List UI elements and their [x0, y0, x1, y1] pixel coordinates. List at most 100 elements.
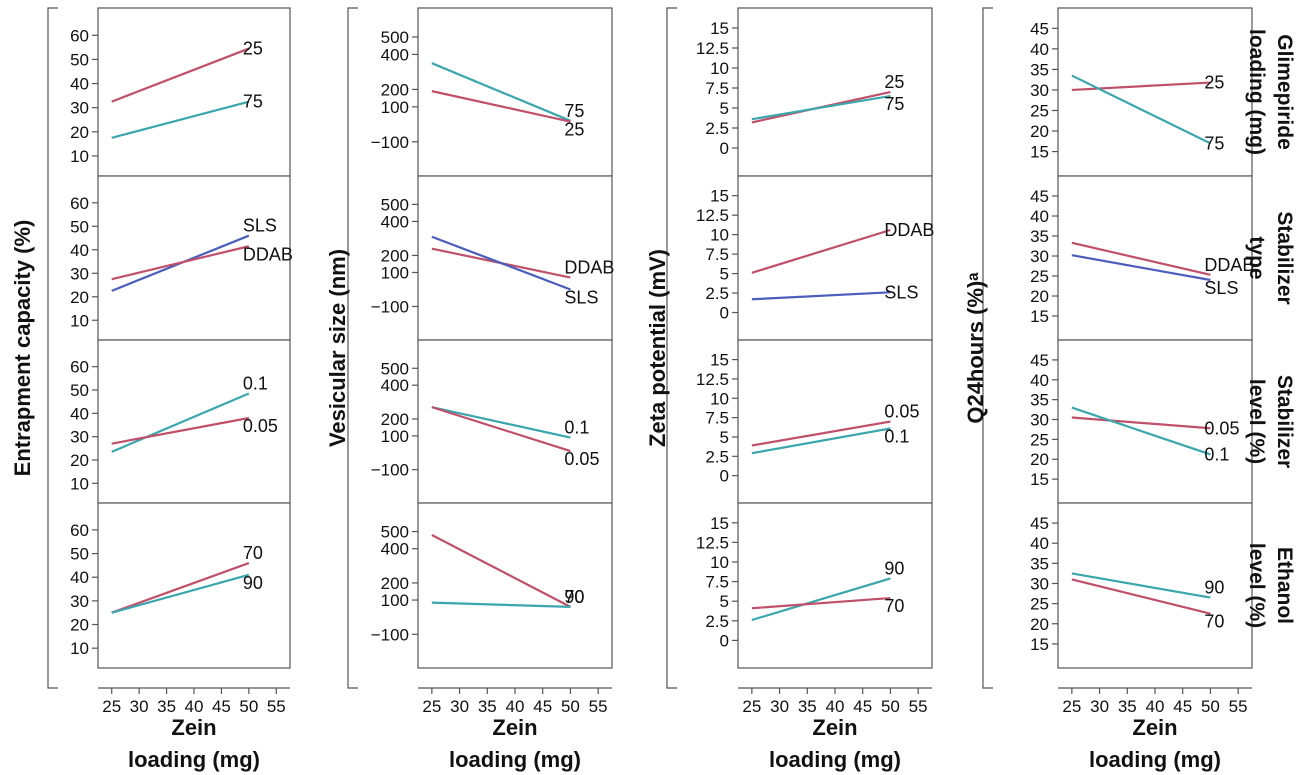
y-axis-title: Entrapment capacity (%) — [10, 220, 35, 477]
y-tick-label: 30 — [70, 428, 89, 447]
x-tick-label: 50 — [881, 697, 900, 716]
y-axis-bracket — [982, 7, 993, 689]
y-tick-label: 7.5 — [705, 245, 729, 264]
y-tick-label: 20 — [70, 123, 89, 142]
series-label: DDAB — [884, 220, 934, 240]
y-tick-label: 400 — [381, 540, 409, 559]
panel-frame — [417, 175, 613, 341]
y-tick-label: 400 — [381, 212, 409, 231]
panel-frame — [737, 175, 933, 341]
y-tick-label: 60 — [70, 26, 89, 45]
x-tick-label: 40 — [826, 697, 845, 716]
y-tick-label: 0 — [720, 139, 729, 158]
series-line-25 — [1071, 81, 1211, 92]
x-tick-label: 50 — [1201, 697, 1220, 716]
panel-frame — [417, 502, 613, 669]
x-axis-title-line1: Zein — [1132, 715, 1177, 740]
series-label: SLS — [564, 287, 598, 307]
y-tick-label: 5 — [720, 265, 729, 284]
series-line-SLS — [431, 235, 571, 291]
y-axis-title: Zeta potential (mV) — [645, 249, 670, 447]
y-tick-label: 20 — [1030, 287, 1049, 306]
y-tick-label: 10 — [710, 389, 729, 408]
y-tick-label: 40 — [70, 75, 89, 94]
panel-frame — [97, 502, 291, 669]
y-tick-label: 30 — [1030, 411, 1049, 430]
x-axis-title-line1: Zein — [171, 715, 216, 740]
y-tick-label: 50 — [70, 217, 89, 236]
x-tick-label: 30 — [1090, 697, 1109, 716]
y-tick-label: 0 — [720, 304, 729, 323]
y-tick-label: 30 — [70, 99, 89, 118]
y-tick-label: 50 — [70, 381, 89, 400]
y-tick-label: 15 — [710, 351, 729, 370]
x-axis-title-line1: Zein — [812, 715, 857, 740]
y-tick-label: −100 — [371, 461, 409, 480]
row-title-line: level (%) — [1245, 543, 1268, 628]
y-tick-label: 500 — [381, 28, 409, 47]
series-label: 70 — [243, 543, 263, 563]
y-tick-label: 2.5 — [705, 284, 729, 303]
x-tick-label: 45 — [533, 697, 552, 716]
series-line-0.05 — [1071, 416, 1211, 430]
x-tick-label: 45 — [1173, 697, 1192, 716]
y-tick-label: 15 — [710, 19, 729, 38]
row-title-line: level (%) — [1245, 379, 1268, 464]
y-tick-label: 40 — [1030, 371, 1049, 390]
series-line-75 — [751, 94, 891, 121]
x-tick-label: 30 — [130, 697, 149, 716]
y-tick-label: 40 — [1030, 40, 1049, 59]
x-tick-label: 45 — [212, 697, 231, 716]
y-tick-label: 10 — [70, 147, 89, 166]
x-tick-label: 45 — [853, 697, 872, 716]
chart-column-2: Vesicular size (nm)−1001002004005007525−… — [325, 7, 614, 772]
panel-1: 10 20 30 40 50 60 25 75 — [70, 7, 291, 177]
panel-frame — [737, 7, 933, 177]
y-tick-label: 100 — [381, 427, 409, 446]
series-label: 25 — [1204, 73, 1224, 93]
y-tick-label: 7.5 — [705, 79, 729, 98]
y-tick-label: 50 — [70, 50, 89, 69]
x-axis-title-line2: loading (mg) — [128, 747, 260, 772]
series-label: 70 — [884, 596, 904, 616]
series-line-70 — [431, 534, 571, 608]
row-title-line: loading (mg) — [1245, 29, 1268, 155]
y-axis-bracket — [347, 7, 358, 689]
y-tick-label: 45 — [1030, 351, 1049, 370]
series-line-SLS — [1071, 254, 1211, 282]
y-tick-label: 25 — [1030, 430, 1049, 449]
y-tick-label: 15 — [1030, 470, 1049, 489]
y-tick-label: 400 — [381, 376, 409, 395]
y-tick-label: 40 — [1030, 207, 1049, 226]
series-label: 75 — [884, 94, 904, 114]
y-tick-label: 35 — [1030, 227, 1049, 246]
series-label: 75 — [243, 92, 263, 112]
y-axis-bracket — [47, 7, 58, 689]
y-tick-label: 60 — [70, 521, 89, 540]
y-tick-label: 40 — [70, 241, 89, 260]
x-tick-label: 25 — [742, 697, 761, 716]
y-tick-label: 20 — [70, 288, 89, 307]
y-tick-label: 200 — [381, 410, 409, 429]
y-tick-label: 0 — [720, 467, 729, 486]
panel-frame — [97, 7, 291, 177]
y-tick-label: 15 — [1030, 635, 1049, 654]
y-tick-label: 2.5 — [705, 119, 729, 138]
y-tick-label: 15 — [1030, 307, 1049, 326]
y-tick-label: 60 — [70, 194, 89, 213]
series-label: SLS — [884, 282, 918, 302]
series-label: 25 — [243, 39, 263, 59]
y-tick-label: 40 — [1030, 534, 1049, 553]
x-tick-label: 55 — [589, 697, 608, 716]
series-label: 0.1 — [1204, 444, 1229, 464]
series-label: 90 — [1204, 578, 1224, 598]
series-label: 70 — [1204, 612, 1224, 632]
y-tick-label: 35 — [1030, 60, 1049, 79]
y-tick-label: 15 — [710, 514, 729, 533]
